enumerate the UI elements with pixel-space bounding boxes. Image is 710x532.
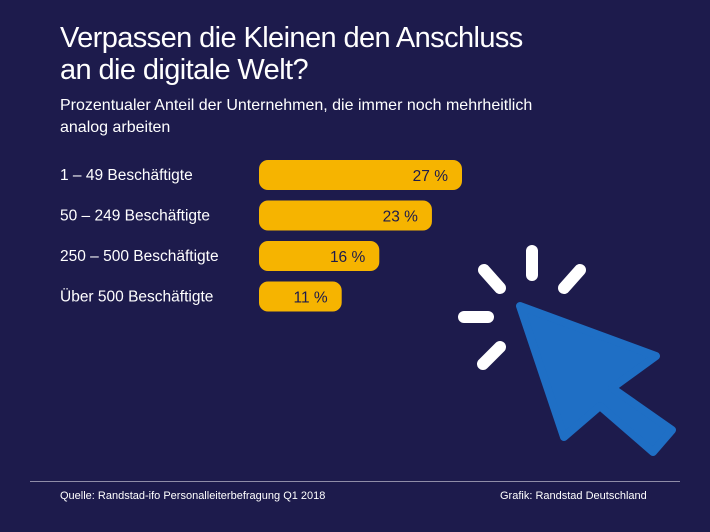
- source-note: Quelle: Randstad-ifo Personalleiterbefra…: [60, 490, 326, 502]
- bar: [259, 160, 462, 190]
- chart-title: Verpassen die Kleinen den Anschluss an d…: [60, 22, 660, 86]
- click-ray-top-right: [558, 264, 586, 294]
- category-label: 50 – 249 Beschäftigte: [60, 208, 210, 225]
- bar-value-label: 11 %: [294, 290, 328, 307]
- bar-chart: 1 – 49 Beschäftigte 27 % 50 – 249 Beschäft…: [60, 160, 462, 312]
- category-label: 250 – 500 Beschäftigte: [60, 248, 219, 265]
- click-ray-top-left: [478, 264, 506, 294]
- bar-value-label: 16 %: [330, 249, 366, 266]
- bar: [259, 200, 432, 231]
- chart-title-line: an die digitale Welt?: [60, 54, 309, 86]
- chart-subtitle-line: Prozentualer Anteil der Unternehmen, die…: [60, 97, 533, 114]
- chart-title-line: Verpassen die Kleinen den Anschluss: [60, 22, 523, 54]
- footer-divider: [30, 481, 680, 482]
- arrow-pointer-icon: [516, 302, 676, 456]
- chart-subtitle: Prozentualer Anteil der Unternehmen, die…: [60, 95, 620, 139]
- bar: [259, 241, 380, 271]
- click-rays: [458, 245, 586, 370]
- category-label: 1 – 49 Beschäftigte: [60, 167, 193, 184]
- click-ray-bottom-left: [477, 341, 506, 370]
- chart-subtitle-line: analog arbeiten: [60, 119, 171, 136]
- category-label: Über 500 Beschäftigte: [60, 288, 213, 306]
- bar: [259, 281, 342, 312]
- mouse-cursor-click-icon: [458, 245, 676, 456]
- bar-value-label: 27 %: [413, 168, 449, 185]
- graphic-credit: Grafik: Randstad Deutschland: [500, 490, 647, 502]
- bar-value-label: 23 %: [383, 209, 419, 226]
